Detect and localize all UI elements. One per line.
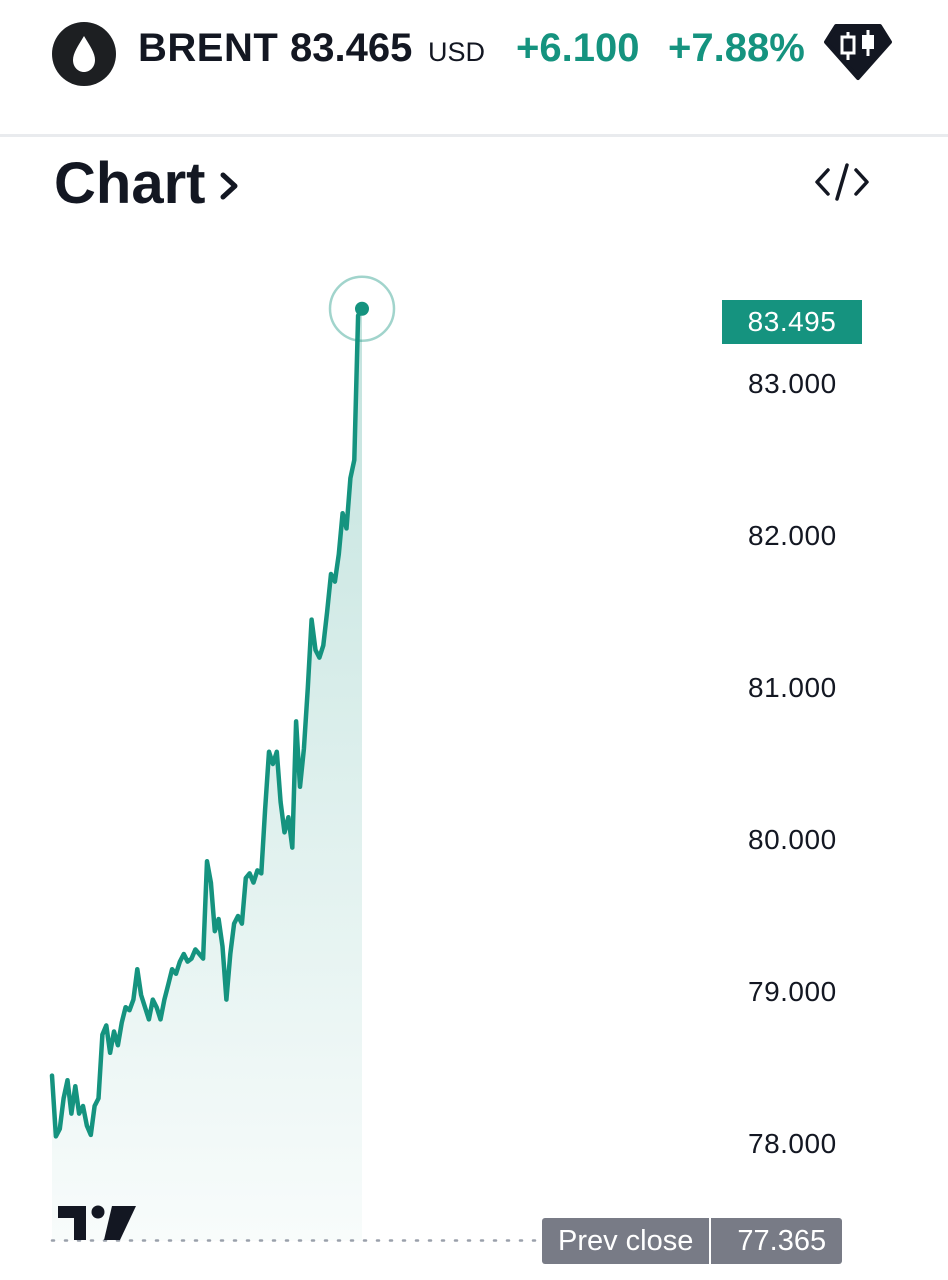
price-chart[interactable] bbox=[0, 230, 948, 1280]
price-change: +6.100 bbox=[516, 26, 640, 70]
prev-close-label: Prev close bbox=[542, 1218, 710, 1264]
price-change-percent: +7.88% bbox=[668, 26, 805, 70]
y-tick-label: 82.000 bbox=[748, 520, 837, 551]
y-tick-label: 80.000 bbox=[748, 824, 837, 855]
oil-drop-icon bbox=[52, 22, 116, 86]
y-tick-label: 83.000 bbox=[748, 368, 837, 399]
price-area-fill bbox=[52, 308, 362, 1241]
last-point-ring bbox=[328, 275, 396, 343]
candlestick-diamond-icon[interactable] bbox=[822, 20, 894, 84]
chevron-right-icon[interactable] bbox=[216, 166, 244, 206]
last-price: 83.465 bbox=[290, 26, 413, 70]
last-point-dot bbox=[355, 301, 369, 316]
currency-label: USD bbox=[428, 37, 486, 67]
symbol-name: BRENT bbox=[138, 26, 279, 70]
code-embed-icon[interactable] bbox=[814, 162, 870, 202]
chart-section-link[interactable]: Chart bbox=[54, 151, 206, 216]
y-tick-label: 79.000 bbox=[748, 976, 837, 1007]
price-line bbox=[49, 306, 365, 1139]
y-tick-label: 78.000 bbox=[748, 1128, 837, 1159]
symbol-header: BRENT 83.465 USD +6.100 +7.88% bbox=[0, 0, 948, 137]
y-tick-label: 81.000 bbox=[748, 672, 837, 703]
last-value-label: 83.495 bbox=[722, 300, 862, 344]
prev-close-value: 77.365 bbox=[711, 1218, 843, 1264]
prev-close-badge: Prev close 77.365 bbox=[542, 1218, 843, 1264]
tradingview-logo-icon[interactable] bbox=[56, 1202, 138, 1242]
